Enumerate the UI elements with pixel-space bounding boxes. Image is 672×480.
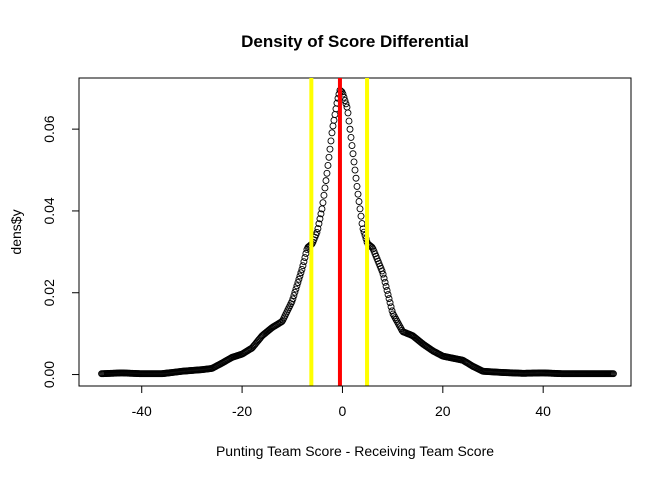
density-point	[331, 111, 339, 119]
density-point	[382, 282, 390, 290]
density-point	[324, 162, 332, 169]
density-point	[347, 133, 355, 141]
density-point	[313, 228, 321, 236]
density-point	[316, 215, 324, 223]
density-point	[354, 190, 362, 198]
density-point	[386, 299, 394, 307]
density-point	[357, 212, 365, 220]
density-point	[289, 295, 297, 303]
density-point	[348, 142, 356, 150]
density-point	[609, 370, 617, 378]
density-point	[293, 282, 301, 290]
plot-frame	[78, 77, 632, 387]
density-point	[298, 266, 306, 273]
density-point	[383, 287, 391, 294]
density-point	[319, 199, 327, 207]
x-tick-label: -40	[132, 403, 152, 419]
x-tick-label: 20	[435, 403, 451, 419]
density-point	[317, 210, 325, 218]
density-point	[299, 262, 307, 270]
density-point	[346, 125, 354, 133]
density-point	[322, 177, 330, 185]
density-point	[345, 117, 353, 125]
density-point	[349, 150, 357, 158]
density-point	[327, 137, 335, 145]
y-tick-label: 0.06	[41, 115, 57, 142]
density-point	[384, 291, 392, 298]
density-point	[379, 270, 387, 278]
x-axis: -40 -20 0 20 40	[132, 385, 551, 419]
density-point	[301, 254, 309, 261]
reference-lines	[309, 78, 370, 386]
x-tick-label: 0	[339, 403, 347, 419]
density-point	[323, 169, 331, 177]
density-point	[321, 184, 329, 192]
chart-title: Density of Score Differential	[241, 32, 469, 51]
density-point	[353, 182, 361, 190]
density-point	[295, 275, 303, 283]
density-point	[297, 269, 305, 277]
y-axis-label: dens$y	[8, 209, 24, 254]
density-point	[381, 278, 389, 286]
density-point	[330, 116, 338, 124]
density-point	[314, 225, 322, 233]
density-point	[294, 279, 302, 286]
y-tick-label: 0.02	[41, 279, 57, 306]
density-point	[352, 174, 360, 182]
density-point	[385, 295, 393, 303]
density-point	[292, 285, 300, 293]
density-point	[355, 198, 363, 205]
x-axis-label: Punting Team Score - Receiving Team Scor…	[216, 443, 494, 459]
y-tick-label: 0.04	[41, 197, 57, 224]
density-point	[378, 267, 386, 275]
density-point	[341, 97, 349, 105]
density-points	[98, 86, 617, 378]
density-point	[278, 318, 286, 326]
density-point	[300, 258, 308, 266]
density-point	[344, 109, 352, 117]
x-tick-label: -20	[232, 403, 252, 419]
x-tick-label: 40	[535, 403, 551, 419]
y-axis: 0.00 0.02 0.04 0.06	[41, 115, 80, 388]
density-point	[326, 145, 334, 153]
density-point	[329, 122, 337, 130]
density-point	[342, 100, 350, 108]
density-point	[291, 288, 299, 296]
density-point	[302, 250, 310, 257]
density-point	[380, 274, 388, 282]
density-point	[296, 272, 304, 280]
density-point	[325, 153, 333, 161]
density-point	[328, 129, 336, 137]
density-point	[315, 220, 323, 228]
density-point	[356, 205, 364, 213]
density-point	[351, 166, 359, 174]
density-point	[387, 303, 395, 311]
density-point	[350, 158, 358, 166]
density-point	[320, 191, 328, 199]
density-point	[358, 220, 366, 228]
density-point	[290, 292, 298, 300]
y-tick-label: 0.00	[41, 361, 57, 388]
